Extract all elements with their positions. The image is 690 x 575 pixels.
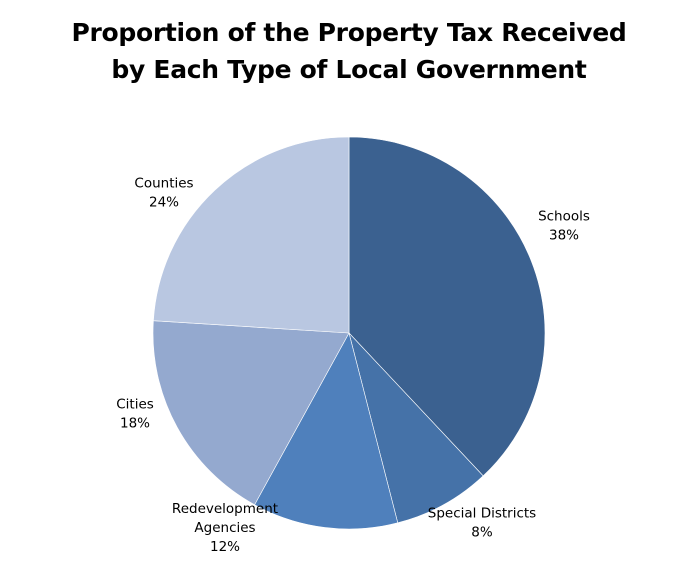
slice-percent: 38% xyxy=(549,228,579,244)
chart-title: Proportion of the Property Tax Received … xyxy=(0,14,690,88)
data-label-cities: Cities 18% xyxy=(116,397,154,432)
chart-title-line-2: by Each Type of Local Government xyxy=(111,55,587,84)
slice-name: Schools xyxy=(538,209,590,225)
slice-percent: 8% xyxy=(471,525,493,541)
slice-percent: 18% xyxy=(120,416,150,432)
slice-name: Redevelopment xyxy=(172,501,278,517)
chart-title-line-1: Proportion of the Property Tax Received xyxy=(71,18,627,47)
data-label-special-districts: Special Districts 8% xyxy=(428,506,536,541)
slice-name: Counties xyxy=(134,176,193,192)
data-label-counties: Counties 24% xyxy=(134,176,193,211)
pie-slice-cities xyxy=(152,320,350,506)
data-label-redevelopment-agencies: Redevelopment Agencies 12% xyxy=(172,501,278,555)
pie-slice-schools xyxy=(348,136,546,477)
slice-name: Special Districts xyxy=(428,506,536,522)
data-label-schools: Schools 38% xyxy=(538,209,590,244)
pie-slice-special-districts xyxy=(348,332,484,524)
slice-name: Agencies xyxy=(194,520,255,536)
slice-percent: 24% xyxy=(149,195,179,211)
slice-percent: 12% xyxy=(210,539,240,555)
slice-name: Cities xyxy=(116,397,154,413)
pie-slice-redevelopment-agencies xyxy=(254,332,399,530)
pie-slice-counties xyxy=(153,136,350,334)
